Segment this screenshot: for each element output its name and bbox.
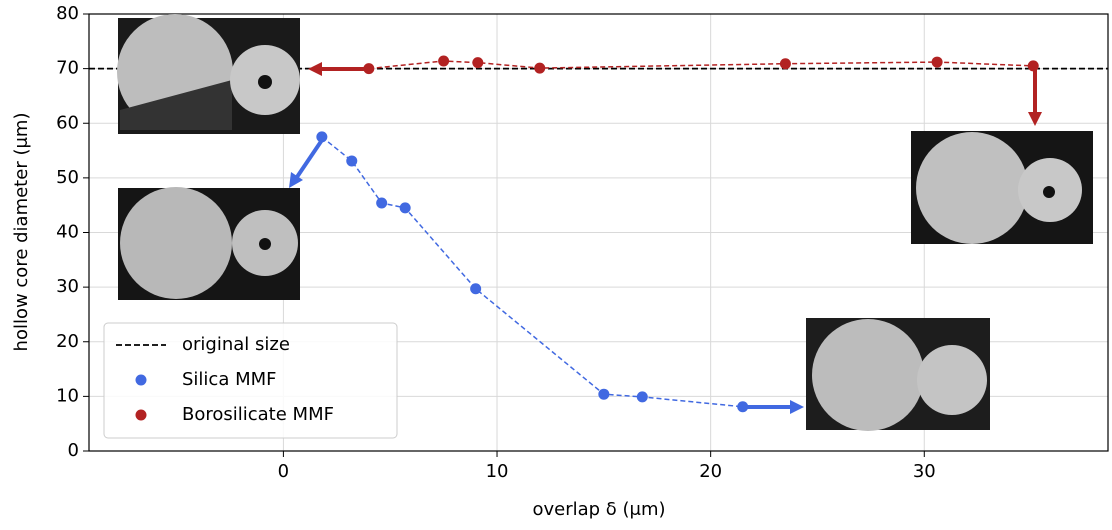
arrows bbox=[289, 62, 1042, 414]
data-point bbox=[346, 155, 358, 167]
y-tick-label: 70 bbox=[56, 58, 79, 79]
photo bbox=[118, 187, 300, 300]
data-point bbox=[472, 57, 484, 69]
series-line bbox=[321, 136, 743, 408]
y-tick-label: 80 bbox=[56, 3, 79, 24]
data-point bbox=[438, 55, 450, 67]
y-tick-label: 50 bbox=[56, 167, 79, 188]
photo bbox=[806, 318, 990, 431]
x-tick-label: 30 bbox=[913, 461, 936, 482]
y-tick-label: 30 bbox=[56, 276, 79, 297]
x-axis-label: overlap δ (μm) bbox=[532, 499, 665, 520]
data-point bbox=[534, 62, 546, 74]
y-tick-label: 60 bbox=[56, 112, 79, 133]
x-tick-label: 10 bbox=[486, 461, 509, 482]
data-point bbox=[779, 58, 791, 70]
photo bbox=[117, 14, 300, 134]
data-point bbox=[316, 131, 328, 143]
x-tick-label: 0 bbox=[278, 461, 289, 482]
data-point bbox=[931, 56, 943, 68]
data-point bbox=[636, 391, 648, 403]
y-tick-label: 40 bbox=[56, 222, 79, 243]
y-tick-label: 0 bbox=[68, 440, 79, 461]
data-point bbox=[1027, 60, 1039, 72]
data-point bbox=[598, 388, 610, 400]
data-point bbox=[470, 283, 482, 295]
data-point bbox=[399, 202, 411, 214]
data-point bbox=[376, 197, 388, 209]
photo bbox=[911, 131, 1093, 244]
legend-label: Silica MMF bbox=[182, 369, 277, 390]
y-axis-label: hollow core diameter (μm) bbox=[11, 113, 32, 352]
legend-label: original size bbox=[182, 334, 290, 355]
legend-box bbox=[103, 322, 398, 439]
legend-swatch bbox=[135, 409, 147, 421]
legend: original size Silica MMF Borosilicate MMF bbox=[103, 322, 398, 439]
y-tick-label: 20 bbox=[56, 331, 79, 352]
y-tick-label: 10 bbox=[56, 385, 79, 406]
fiber-photos bbox=[117, 14, 1093, 431]
legend-swatch bbox=[135, 374, 147, 386]
legend-label: Borosilicate MMF bbox=[182, 404, 334, 425]
x-tick-label: 20 bbox=[699, 461, 722, 482]
plot-frame bbox=[88, 13, 1109, 452]
